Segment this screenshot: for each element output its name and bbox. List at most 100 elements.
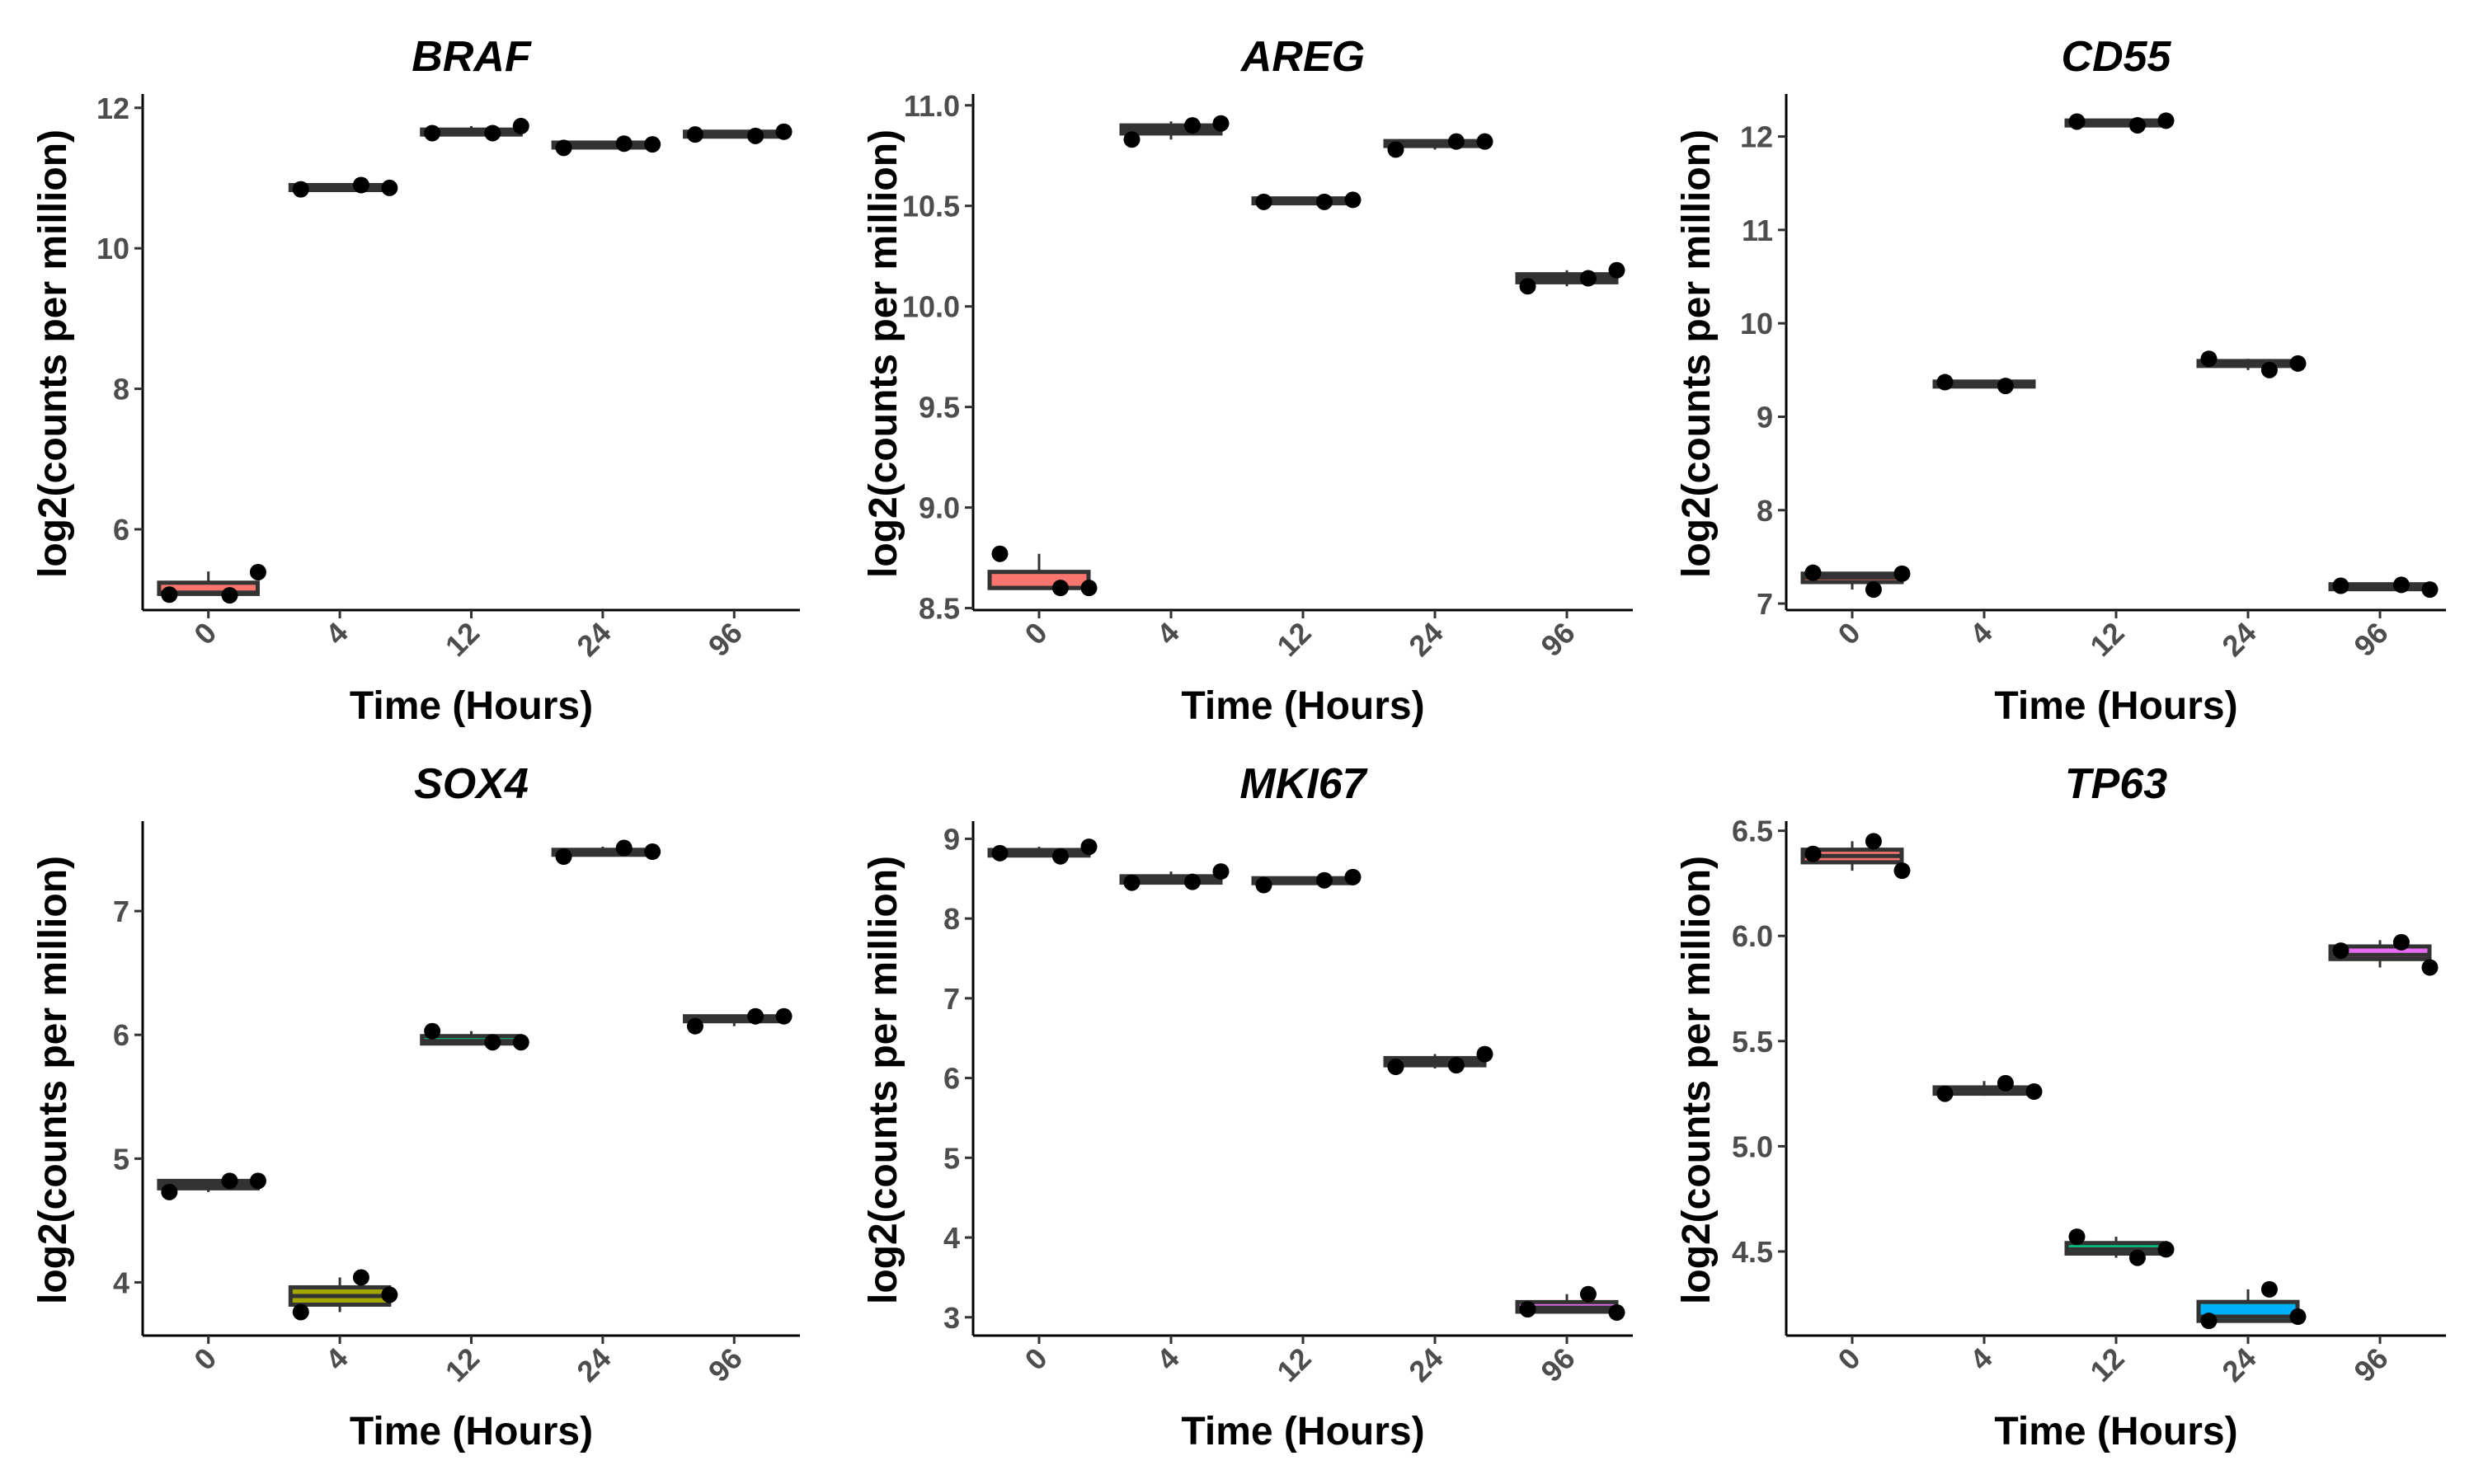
data-point <box>775 123 793 140</box>
y-tick-label: 4 <box>113 1266 129 1299</box>
y-axis-title: log2(counts per million) <box>1675 129 1719 578</box>
x-tick-label: 24 <box>570 1341 617 1388</box>
y-tick-label: 10.5 <box>902 190 960 223</box>
data-point <box>2128 116 2146 134</box>
y-axis-title: log2(counts per million) <box>862 856 905 1304</box>
data-point <box>1447 1057 1465 1074</box>
x-tick-label: 12 <box>1270 616 1317 663</box>
data-point <box>1804 564 1822 581</box>
data-point <box>2392 576 2410 594</box>
y-tick-label: 4.5 <box>1732 1235 1773 1269</box>
chart-title: TP63 <box>2065 760 2167 808</box>
y-tick-label: 8 <box>943 902 960 936</box>
x-tick-label: 0 <box>187 616 223 651</box>
y-tick-label: 9 <box>943 822 960 856</box>
data-point <box>2392 933 2410 951</box>
x-tick-label: 0 <box>1018 616 1054 651</box>
x-tick-label: 0 <box>1832 616 1867 651</box>
data-point <box>2068 113 2086 130</box>
data-point <box>1608 261 1625 279</box>
data-point <box>1804 845 1822 862</box>
data-point <box>249 1172 266 1190</box>
y-tick-label: 10.0 <box>902 290 960 324</box>
data-point <box>1051 848 1069 865</box>
data-point <box>991 545 1009 562</box>
data-point <box>1936 1085 1954 1102</box>
y-tick-label: 8.5 <box>919 592 960 626</box>
y-tick-label: 9.5 <box>919 391 960 425</box>
data-point <box>1893 862 1911 880</box>
data-point <box>644 843 661 861</box>
y-tick-label: 7 <box>113 895 129 928</box>
data-point <box>1519 1301 1536 1318</box>
y-tick-label: 6 <box>113 513 129 547</box>
x-tick-label: 12 <box>2083 1341 2130 1388</box>
x-tick-label: 24 <box>1402 616 1449 663</box>
data-point <box>615 135 633 153</box>
data-point <box>1997 1074 2014 1092</box>
x-tick-label: 96 <box>2347 616 2394 663</box>
x-tick-label: 12 <box>439 1341 486 1388</box>
data-point <box>1123 874 1141 891</box>
data-point <box>686 1017 703 1035</box>
data-point <box>747 127 764 144</box>
x-tick-label: 4 <box>319 1341 355 1377</box>
x-axis-title: Time (Hours) <box>1994 1410 2237 1453</box>
data-point <box>1080 838 1098 856</box>
y-tick-label: 6 <box>113 1018 129 1052</box>
x-axis-title: Time (Hours) <box>350 1410 593 1453</box>
data-point <box>1608 1303 1625 1321</box>
y-tick-label: 7 <box>1757 587 1773 621</box>
data-point <box>1519 278 1536 295</box>
data-point <box>1865 833 1882 850</box>
x-tick-label: 4 <box>1964 1341 1999 1377</box>
data-point <box>2332 577 2349 594</box>
data-point <box>2200 350 2218 368</box>
x-tick-label: 4 <box>1150 1341 1186 1377</box>
x-tick-label: 4 <box>1150 616 1186 651</box>
chart-title: AREG <box>1239 33 1365 81</box>
data-point <box>1387 141 1404 158</box>
data-point <box>644 136 661 153</box>
y-tick-label: 3 <box>943 1301 960 1335</box>
data-point <box>2260 361 2278 378</box>
data-point <box>161 1183 178 1200</box>
x-tick-label: 4 <box>1964 616 1999 651</box>
data-point <box>292 1303 309 1321</box>
y-tick-label: 6.0 <box>1732 919 1773 953</box>
x-tick-label: 0 <box>187 1341 223 1377</box>
y-tick-label: 5.5 <box>1732 1025 1773 1059</box>
data-point <box>512 1034 529 1051</box>
y-tick-label: 8 <box>1757 494 1773 528</box>
data-point <box>2289 1308 2307 1326</box>
y-tick-label: 9.0 <box>919 491 960 525</box>
data-point <box>2200 1313 2218 1330</box>
x-tick-label: 12 <box>439 616 486 663</box>
data-point <box>1476 1045 1493 1063</box>
x-tick-label: 96 <box>702 616 749 663</box>
chart-title: BRAF <box>412 33 532 81</box>
x-tick-label: 0 <box>1018 1341 1054 1377</box>
y-tick-label: 6 <box>943 1062 960 1096</box>
y-tick-label: 6.5 <box>1732 815 1773 848</box>
chart-panel-mki67: MKI67 log2(counts per million) Time (Hours… <box>862 760 1633 1453</box>
chart-panel-tp63: TP63 log2(counts per million) Time (Hours)… <box>1675 760 2446 1453</box>
data-point <box>424 124 441 142</box>
data-point <box>1212 115 1230 132</box>
data-point <box>512 117 529 134</box>
x-tick-label: 24 <box>2215 1341 2262 1388</box>
y-tick-label: 10 <box>96 232 129 265</box>
data-point <box>2068 1228 2086 1246</box>
data-point <box>1051 580 1069 597</box>
data-point <box>555 848 572 866</box>
data-point <box>1936 373 1954 391</box>
data-point <box>424 1022 441 1040</box>
data-point <box>1183 117 1201 134</box>
chart-title: CD55 <box>2062 33 2172 81</box>
y-axis-title: log2(counts per million) <box>862 129 905 578</box>
data-point <box>2157 112 2175 129</box>
x-tick-label: 96 <box>2347 1341 2394 1388</box>
y-axis-title: log2(counts per million) <box>31 856 75 1304</box>
y-tick-label: 5 <box>943 1141 960 1175</box>
